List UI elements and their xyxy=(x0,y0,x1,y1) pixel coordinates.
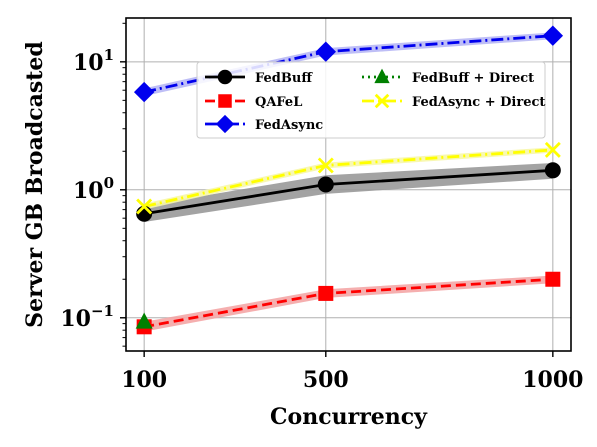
legend-label-2: FedAsync xyxy=(255,118,323,133)
series-0-point-1 xyxy=(317,176,334,193)
legend-swatch-marker-2 xyxy=(215,114,235,134)
legend-swatch-marker-4 xyxy=(374,93,390,109)
legend-swatch-marker-0 xyxy=(217,69,233,85)
y-tick-base: 10 xyxy=(60,306,91,332)
series-2-band xyxy=(144,32,553,97)
series-4-point-1 xyxy=(317,157,334,174)
series-2-point-0 xyxy=(133,81,155,103)
series-1-band xyxy=(144,275,553,332)
y-tick-exponent: 1 xyxy=(104,46,114,64)
series-0-point-2 xyxy=(544,162,561,179)
x-tick-label-2: 1000 xyxy=(522,367,583,393)
series-2-point-2 xyxy=(542,25,564,46)
legend-label-3: FedBuff + Direct xyxy=(412,71,534,86)
series-4-band xyxy=(144,147,553,210)
series-1-point-2 xyxy=(545,271,561,287)
x-tick-label-1: 500 xyxy=(303,367,349,393)
y-tick-exponent: 0 xyxy=(104,174,114,192)
y-axis-title: Server GB Broadcasted xyxy=(22,41,48,328)
series-2-point-1 xyxy=(315,41,336,62)
x-axis-title: Concurrency xyxy=(270,404,428,430)
series-1-point-1 xyxy=(318,285,334,301)
legend-label-0: FedBuff xyxy=(255,71,313,86)
y-tick-label-1: 100 xyxy=(73,174,114,204)
y-tick-exponent: −1 xyxy=(91,302,114,320)
series-4-point-2 xyxy=(544,141,561,158)
series-markers xyxy=(133,25,564,335)
series-4-point-0 xyxy=(136,198,153,215)
plot-frame xyxy=(125,17,572,352)
y-tick-label-0: 10−1 xyxy=(60,302,114,332)
x-axis-ticks: 100 500 1000 xyxy=(121,351,583,393)
y-tick-base: 10 xyxy=(73,50,104,76)
y-tick-base: 10 xyxy=(73,178,104,204)
y-tick-label-2: 101 xyxy=(73,46,114,76)
series-3-point-0 xyxy=(135,312,153,329)
legend-swatch-marker-3 xyxy=(374,68,390,84)
legend: FedBuff QAFeL FedAsync FedBuff + Direct FedA… xyxy=(196,61,546,139)
legend-swatch-marker-1 xyxy=(218,94,232,108)
legend-label-4: FedAsync + Direct xyxy=(412,95,545,110)
x-tick-label-0: 100 xyxy=(121,367,167,393)
legend-label-1: QAFeL xyxy=(255,95,302,110)
